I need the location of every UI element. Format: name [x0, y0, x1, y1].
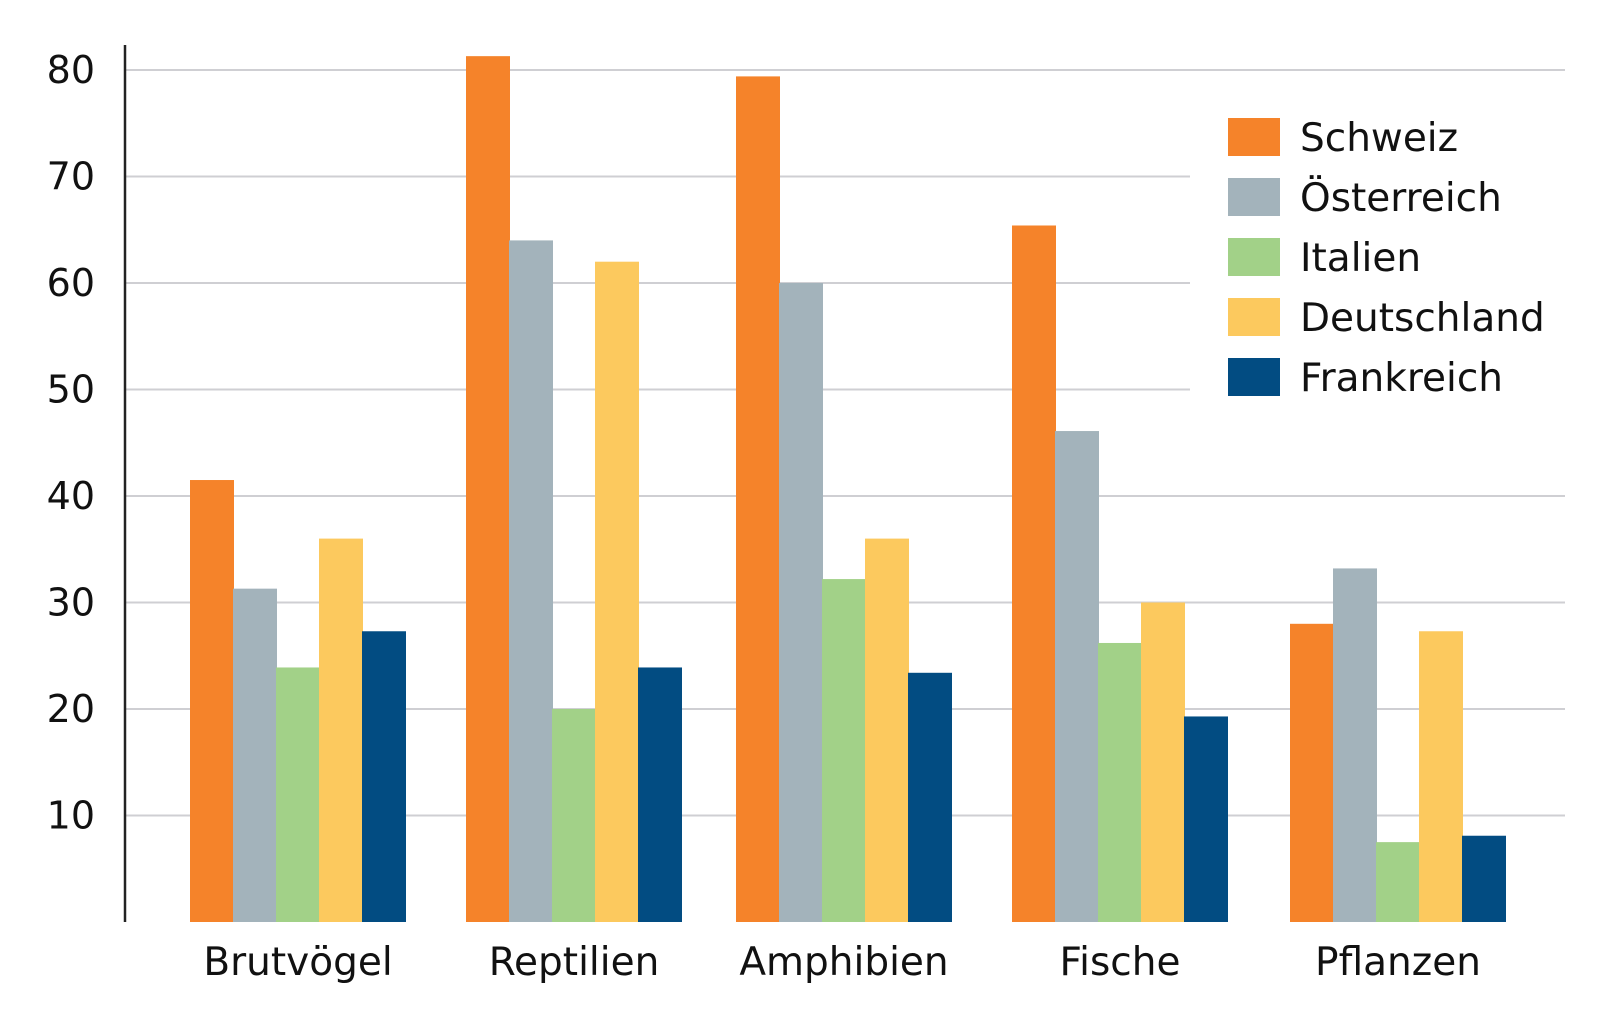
bar-deutschland-3	[865, 538, 909, 922]
bar-deutschland-5	[1419, 631, 1463, 922]
bar-italien-2	[552, 709, 596, 922]
legend-label: Italien	[1300, 236, 1421, 281]
legend-swatch-italien	[1228, 238, 1280, 276]
bar-schweiz-5	[1290, 623, 1334, 922]
legend-label: Deutschland	[1300, 296, 1545, 341]
x-category-label: Amphibien	[739, 940, 948, 985]
legend-swatch-frankreich	[1228, 358, 1280, 396]
x-category-label: Reptilien	[489, 940, 660, 985]
legend-label: Österreich	[1300, 175, 1502, 221]
bar-österreich-5	[1333, 568, 1377, 922]
bar-deutschland-2	[595, 261, 639, 922]
bar-italien-5	[1376, 842, 1420, 922]
y-tick-label: 60	[47, 261, 95, 305]
y-tick-label: 20	[47, 687, 95, 731]
bar-italien-1	[276, 667, 320, 922]
bar-schweiz-1	[190, 480, 234, 922]
bar-schweiz-4	[1012, 225, 1056, 923]
legend-swatch-schweiz	[1228, 118, 1280, 156]
x-category-label: Brutvögel	[203, 940, 392, 985]
bar-frankreich-2	[638, 667, 682, 922]
y-tick-label: 30	[47, 581, 95, 625]
bars	[190, 56, 1506, 923]
axes: 10 20 30 40 50 60 70 80 Brutvögel Reptilien Amphib…	[47, 45, 1481, 985]
bar-österreich-4	[1055, 431, 1099, 922]
y-tick-label: 50	[47, 368, 95, 412]
bar-italien-4	[1098, 642, 1142, 922]
y-tick-label: 10	[47, 794, 95, 838]
bar-schweiz-2	[466, 56, 510, 922]
bar-österreich-3	[779, 283, 823, 922]
legend-swatch-deutschland	[1228, 298, 1280, 336]
bar-frankreich-5	[1462, 835, 1506, 922]
legend-label: Frankreich	[1300, 356, 1503, 401]
bar-deutschland-1	[319, 538, 363, 922]
bar-frankreich-1	[362, 631, 406, 922]
y-tick-label: 80	[47, 48, 95, 92]
y-tick-label: 70	[47, 155, 95, 199]
legend: Schweiz Österreich Italien Deutschland Frank…	[1190, 100, 1565, 410]
bar-frankreich-4	[1184, 716, 1228, 922]
bar-frankreich-3	[908, 672, 952, 922]
bar-deutschland-4	[1141, 602, 1185, 922]
bar-österreich-1	[233, 588, 277, 922]
bar-schweiz-3	[736, 76, 780, 922]
bar-österreich-2	[509, 240, 553, 922]
x-category-label: Pflanzen	[1315, 940, 1481, 985]
legend-label: Schweiz	[1300, 116, 1458, 161]
legend-swatch-österreich	[1228, 178, 1280, 216]
bar-italien-3	[822, 579, 866, 922]
x-category-label: Fische	[1060, 940, 1181, 985]
y-tick-label: 40	[47, 474, 95, 518]
